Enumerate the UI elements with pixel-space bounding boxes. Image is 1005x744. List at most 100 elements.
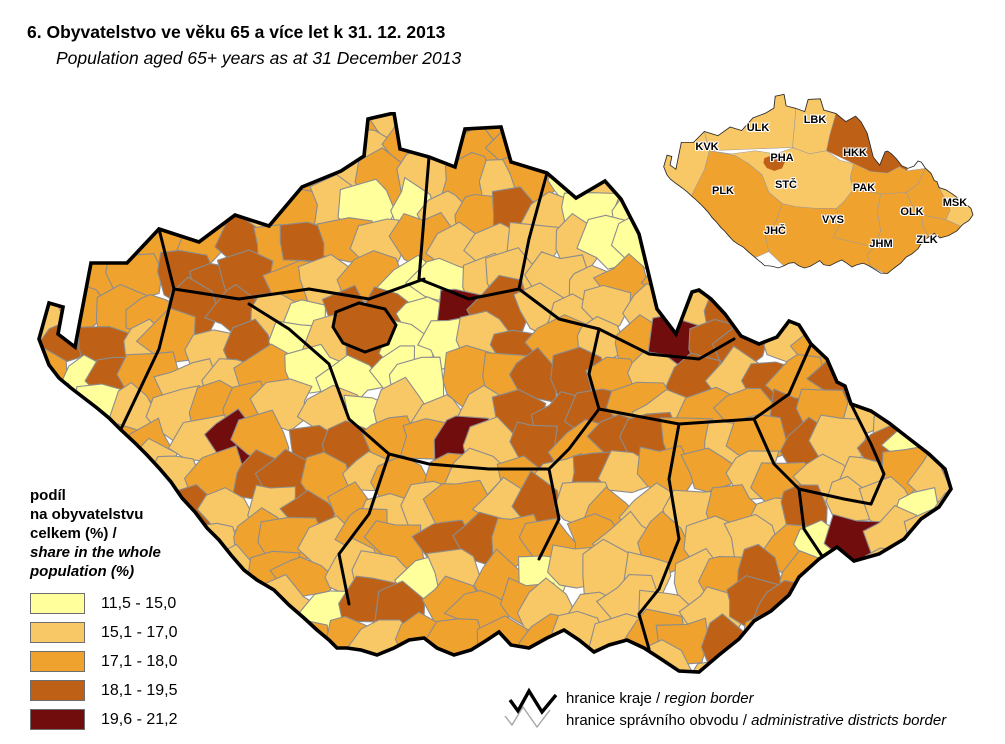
district-cell <box>198 157 266 202</box>
district-cell <box>895 644 951 672</box>
inset-label-vys: VYS <box>821 214 845 226</box>
district-cell <box>124 116 179 168</box>
legend-class-row: 11,5 - 15,0 <box>30 593 178 614</box>
legend-class-label: 18,1 - 19,5 <box>101 681 178 699</box>
legend-class-row: 15,1 - 17,0 <box>30 622 178 643</box>
district-cell <box>582 113 654 143</box>
district-cell <box>814 282 874 341</box>
district-cell <box>253 644 319 672</box>
inset-label-zlk: ZLK <box>916 234 938 246</box>
inset-label-lbk: LBK <box>803 114 827 126</box>
legend-swatch <box>30 593 85 614</box>
district-cell <box>839 607 912 664</box>
inset-label-pak: PAK <box>852 182 876 194</box>
inset-label-kvk: KVK <box>695 141 719 153</box>
legend-title-line: population (%) <box>30 563 135 580</box>
district-cell <box>147 119 212 173</box>
district-border-symbol <box>504 705 551 729</box>
district-cell <box>918 275 951 343</box>
district-cell <box>63 185 129 252</box>
legend-swatch <box>30 680 85 701</box>
legend-class-label: 11,5 - 15,0 <box>101 594 177 612</box>
district-cell <box>72 113 134 172</box>
district-cell <box>917 322 951 377</box>
district-cell <box>575 650 639 672</box>
district-cell <box>876 580 931 626</box>
district-cell <box>610 654 666 672</box>
district-cell <box>444 652 495 672</box>
district-cell <box>554 113 608 150</box>
district-cell <box>823 318 892 374</box>
district-cell <box>789 658 843 672</box>
district-cell <box>762 657 829 672</box>
district-cell <box>502 113 573 137</box>
district-border-label: hranice správního obvodu / administrativ… <box>566 711 947 729</box>
district-cell <box>873 322 934 376</box>
legend-class-label: 15,1 - 17,0 <box>101 623 178 641</box>
legend-class-row: 18,1 - 19,5 <box>30 680 178 701</box>
inset-label-jhc: JHČ <box>763 225 787 237</box>
district-cell <box>345 652 406 672</box>
district-cell <box>885 275 942 331</box>
legend-swatch <box>30 622 85 643</box>
district-cell <box>127 148 190 196</box>
district-cell <box>165 113 233 139</box>
district-cell <box>933 377 951 428</box>
border-legend: hranice kraje / region border hranice sp… <box>566 688 946 731</box>
legend-title-line: share in the whole <box>30 544 161 561</box>
district-cell <box>187 581 249 635</box>
district-cell <box>96 113 154 148</box>
district-cell <box>39 151 80 200</box>
district-cell <box>848 349 914 401</box>
legend-swatch <box>30 651 85 672</box>
district-cell <box>39 185 95 247</box>
district-cell <box>202 619 263 671</box>
legend: 11,5 - 15,0 15,1 - 17,0 17,1 - 18,0 18,1… <box>30 593 178 738</box>
district-cell <box>882 355 936 405</box>
legend-class-row: 19,6 - 21,2 <box>30 709 178 730</box>
district-cell <box>508 346 558 404</box>
district-cell <box>796 574 852 634</box>
district-cell <box>888 622 951 670</box>
legend-title-line: na obyvatelstvu <box>30 506 144 523</box>
inset-label-stc: STČ <box>775 179 797 191</box>
district-cell <box>944 505 951 569</box>
district-cell <box>886 559 946 613</box>
district-cell <box>949 318 951 371</box>
district-cell <box>195 130 247 174</box>
district-cell <box>208 113 273 147</box>
district-cell <box>62 161 111 215</box>
district-cell <box>839 652 905 672</box>
district-cell <box>39 221 73 281</box>
legend-class-label: 17,1 - 18,0 <box>101 652 178 670</box>
inset-label-msk: MSK <box>942 197 968 209</box>
district-cell <box>183 637 240 672</box>
district-cell <box>58 113 110 141</box>
legend-title-line: podíl <box>30 487 66 504</box>
district-cell <box>220 657 271 672</box>
district-cell <box>775 608 842 670</box>
region-border-symbol <box>508 687 558 715</box>
region-border-label: hranice kraje / region border <box>566 690 754 707</box>
district-cell <box>277 619 330 670</box>
legend-title-line: celkem (%) / <box>30 525 117 542</box>
district-cell <box>933 653 951 672</box>
page-subtitle: Population aged 65+ years as at 31 Decem… <box>56 48 462 68</box>
district-cell <box>211 121 272 170</box>
legend-swatch <box>30 709 85 730</box>
district-cell <box>916 594 951 643</box>
inset-label-plk: PLK <box>712 185 734 197</box>
district-cell <box>47 411 114 474</box>
district-cell <box>395 113 450 141</box>
district-cell <box>533 650 583 672</box>
inset-label-ulk: ULK <box>746 122 770 134</box>
legend-class-row: 17,1 - 18,0 <box>30 651 178 672</box>
district-cell <box>501 647 554 672</box>
district-cell <box>928 538 951 595</box>
legend-title: podíl na obyvatelstvu celkem (%) / share… <box>30 486 161 581</box>
district-cell <box>252 619 309 672</box>
district-cell <box>903 508 951 575</box>
inset-map <box>663 94 974 274</box>
district-cell <box>128 113 190 138</box>
